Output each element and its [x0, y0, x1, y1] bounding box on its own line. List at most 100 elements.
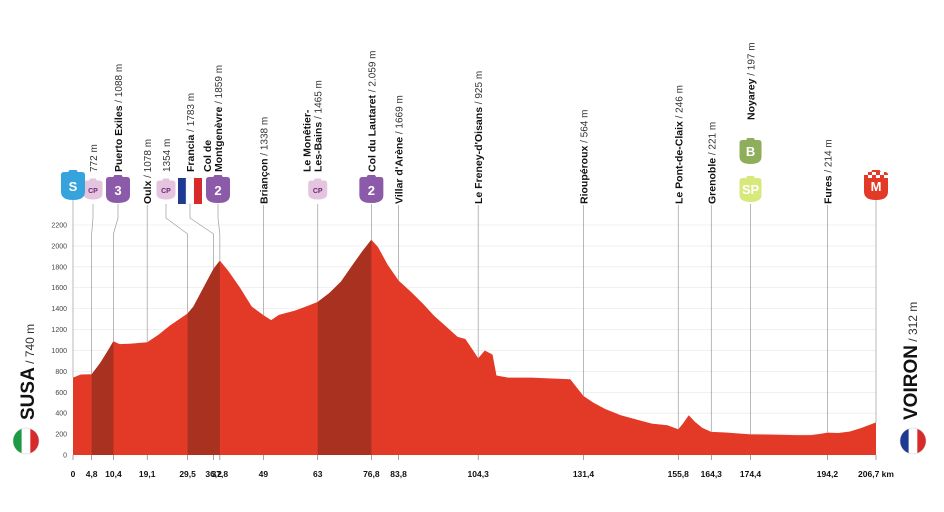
waypoint: Grenoble / 221 m	[706, 122, 718, 204]
waypoint-name: Col du Lautaret	[366, 94, 378, 172]
flag-stripe	[21, 428, 31, 454]
x-tick-label: 37,8	[212, 469, 229, 479]
climb-segment	[91, 341, 114, 455]
waypoint: CP 1354 m	[156, 139, 176, 200]
waypoint-label-line1: Col de	[202, 140, 214, 172]
badge-shape	[83, 178, 103, 200]
waypoint-name: Briançon	[258, 158, 270, 204]
france-flag-badge	[178, 177, 202, 205]
france-flag-icon	[899, 427, 927, 455]
badge-shape	[206, 175, 230, 203]
sprint-badge: SP	[739, 176, 762, 202]
waypoint-name-2: Montgenèvre	[213, 106, 225, 172]
badge-label: M	[871, 179, 882, 194]
waypoint: CP 772 m	[83, 144, 103, 200]
flag-outline	[899, 427, 927, 455]
y-tick-label: 600	[55, 390, 67, 397]
waypoint-label: Montgenèvre / 1859 m	[213, 65, 225, 172]
waypoint-altitude: / 1859 m	[214, 65, 225, 107]
y-tick-label: 2200	[51, 223, 67, 230]
y-tick-label: 400	[55, 411, 67, 418]
waypoint-altitude: / 1338 m	[259, 117, 270, 159]
waypoint-label: Noyarey / 197 m	[746, 42, 758, 120]
waypoint: Oulx / 1078 m	[142, 139, 154, 204]
finish-name: VOIRON	[901, 345, 922, 420]
waypoint: B SP Noyarey / 197 m	[739, 42, 762, 202]
y-tick-label: 2000	[51, 243, 67, 250]
badge-shape	[739, 138, 762, 164]
waypoint-label: 1354 m	[162, 139, 173, 172]
badge-label: S	[69, 179, 78, 194]
leader-lines	[72, 200, 877, 435]
waypoint-label: Grenoble / 221 m	[706, 122, 718, 204]
waypoint-altitude: / 1783 m	[186, 93, 197, 135]
elevation-profile	[73, 239, 876, 455]
flag-outline	[12, 427, 40, 455]
checkpoint-badge: CP	[308, 178, 328, 200]
waypoint-name: Villar d'Arène	[394, 137, 406, 204]
waypoint-altitude: / 197 m	[747, 42, 758, 78]
start-finish: S M SUSA / 740 m VOIRON / 312 m	[12, 170, 927, 455]
x-tick-label: 174,4	[740, 469, 762, 479]
x-tick-label: 4,8	[86, 469, 98, 479]
checker-square	[872, 172, 876, 175]
x-tick-label: 10,4	[105, 469, 122, 479]
waypoint-label: Le Pont-de-Claix / 246 m	[673, 85, 685, 204]
start-label: SUSA / 740 m	[18, 324, 39, 420]
finish-badge: M	[864, 170, 888, 200]
waypoint: Briançon / 1338 m	[258, 117, 270, 204]
waypoint-label: Col du Lautaret / 2.059 m	[366, 51, 378, 172]
badge-label: 3	[114, 183, 121, 198]
badge-label: SP	[742, 182, 760, 197]
waypoint-altitude: / 1669 m	[395, 95, 406, 137]
checker-square	[884, 175, 888, 178]
waypoint: 3 Puerto Exiles / 1088 m	[106, 64, 130, 203]
y-tick-label: 1200	[51, 327, 67, 334]
waypoint-altitude: 1354 m	[162, 139, 173, 172]
leader-line	[113, 204, 119, 342]
x-tick-label: 194,2	[817, 469, 839, 479]
waypoint-label-line1: Le Monêtier-	[302, 109, 314, 172]
badge-label: CP	[88, 188, 98, 195]
waypoint-altitude: 772 m	[89, 144, 100, 172]
finish-altitude: / 312 m	[906, 302, 920, 345]
badge-shape	[739, 176, 762, 202]
flag-stripe	[178, 178, 186, 204]
waypoint-altitude: / 564 m	[579, 110, 590, 146]
waypoint-label: Briançon / 1338 m	[258, 117, 270, 204]
waypoint-label: Puerto Exiles / 1088 m	[113, 64, 125, 172]
y-tick-label: 0	[63, 453, 67, 460]
flag-stripe	[900, 428, 909, 454]
x-tick-label: 76,8	[363, 469, 380, 479]
climb-category-badge: 2	[359, 175, 384, 203]
italy-flag-icon	[12, 427, 40, 455]
finish-label: VOIRON / 312 m	[901, 302, 922, 420]
waypoint-label: 772 m	[89, 144, 100, 172]
waypoint-name: Noyarey	[746, 78, 758, 120]
waypoint: Le Pont-de-Claix / 246 m	[673, 85, 685, 204]
y-tick-label: 800	[55, 369, 67, 376]
waypoint: Rioupéroux / 564 m	[578, 110, 590, 204]
badge-label: CP	[313, 188, 323, 195]
checker-square	[864, 172, 868, 175]
badge-label: B	[746, 144, 755, 159]
y-tick-label: 1800	[51, 264, 67, 271]
checker-square	[876, 175, 880, 178]
x-tick-label: 164,3	[701, 469, 723, 479]
waypoint-altitude: / 246 m	[674, 85, 685, 121]
waypoint: CP Les-Bains / 1465 mLe Monêtier-	[302, 80, 328, 200]
leader-line	[165, 204, 188, 314]
checkpoint-badge: CP	[156, 178, 176, 200]
waypoint-altitude: / 221 m	[707, 122, 718, 158]
x-tick-label: 49	[259, 469, 269, 479]
waypoint: Francia / 1783 m	[178, 93, 202, 205]
waypoint-altitude: / 925 m	[474, 71, 485, 107]
y-tick-label: 1000	[51, 348, 67, 355]
badge-shape	[359, 175, 384, 203]
waypoint-name: Grenoble	[706, 158, 718, 204]
bonus-badge: B	[739, 138, 762, 164]
x-tick-label: 155,8	[668, 469, 690, 479]
x-tick-label: 63	[313, 469, 323, 479]
